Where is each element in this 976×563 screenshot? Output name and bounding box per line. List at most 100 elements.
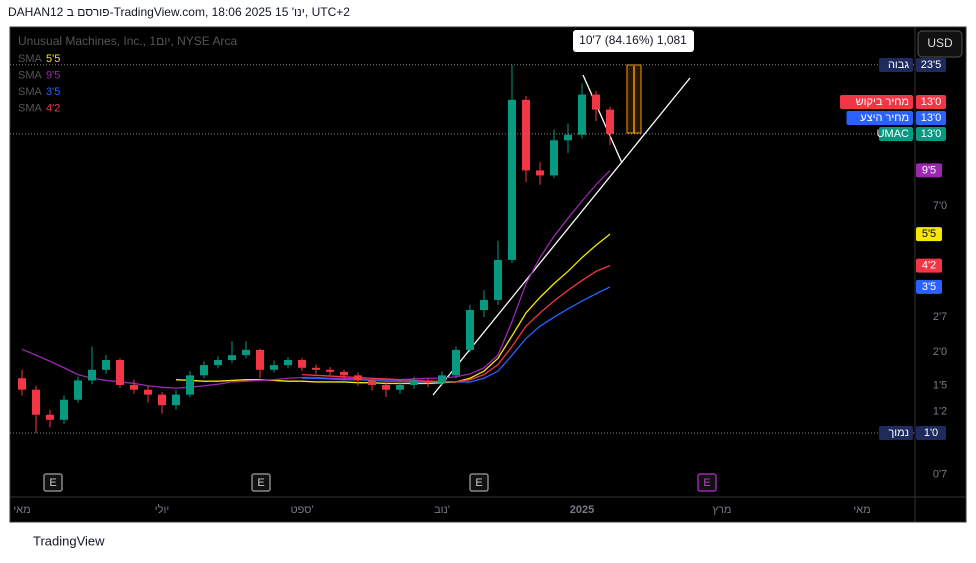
candle-body xyxy=(578,94,586,135)
candle-body xyxy=(158,394,166,406)
y-tick-label: 1'5 xyxy=(933,380,947,392)
tag-price-box xyxy=(916,426,946,440)
tag-price: 13'0 xyxy=(921,128,941,140)
candle-body xyxy=(312,367,320,370)
x-tick-label: מאי xyxy=(13,504,30,516)
event-box xyxy=(697,473,717,492)
candle-body xyxy=(102,360,110,370)
event-box xyxy=(251,473,271,492)
candle-body xyxy=(564,134,572,141)
sma-line xyxy=(301,265,611,383)
tag-label-box xyxy=(879,426,913,440)
trend-line xyxy=(432,77,691,396)
legend-title: Unusual Machines, Inc., 1יום, NYSE Arca xyxy=(18,34,237,48)
tag-label: UMAC xyxy=(877,128,909,140)
pane xyxy=(9,26,967,523)
tag-label-box xyxy=(879,127,913,141)
candle-body xyxy=(46,414,54,420)
y-tick-label: 7'0 xyxy=(933,200,947,212)
sma-tag-box xyxy=(916,258,942,273)
candle-body xyxy=(144,389,152,395)
tag-price-box xyxy=(916,111,946,125)
x-tick-label: מאי xyxy=(853,504,870,516)
x-tick-label: יולי xyxy=(155,503,169,516)
y-tick-label: 1'2 xyxy=(933,406,947,418)
event-label: E xyxy=(49,477,56,489)
candle-body xyxy=(32,389,40,415)
candle-body xyxy=(550,140,558,176)
candle-body xyxy=(480,299,488,311)
tag-label-box xyxy=(840,95,913,109)
sma-tag-box xyxy=(916,279,942,294)
legend-name: SMA xyxy=(18,53,43,65)
candle-body xyxy=(172,394,180,406)
legend-name: SMA xyxy=(18,86,43,98)
measure-label-box xyxy=(573,30,694,52)
candle-body xyxy=(494,259,502,300)
sma-tag: 3'5 xyxy=(922,281,936,293)
sma-tag: 4'2 xyxy=(922,260,936,272)
sma-tag-box xyxy=(916,163,942,178)
tag-label: מחיר היצע xyxy=(860,112,909,124)
tag-price: 1'0 xyxy=(924,427,938,439)
candle-body xyxy=(368,380,376,385)
candle-body xyxy=(536,170,544,176)
candle-body xyxy=(228,355,236,361)
candle-body xyxy=(354,375,362,381)
currency-button[interactable] xyxy=(917,30,963,58)
legend-name: SMA xyxy=(18,102,43,114)
candle-body xyxy=(466,310,474,350)
currency-label[interactable]: USD xyxy=(927,36,953,50)
candle-body xyxy=(270,365,278,370)
candle-body xyxy=(18,378,26,390)
y-tick-label: 2'7 xyxy=(933,311,947,323)
y-tick-label: 2'0 xyxy=(933,346,947,358)
header: DAHAN12 פורסם ב-TradingView.com, 18:06 2… xyxy=(8,5,350,19)
candle-body xyxy=(256,349,264,370)
candle-body xyxy=(60,399,68,420)
candle-body xyxy=(242,349,250,356)
candle-body xyxy=(592,94,600,110)
legend-value: 3'5 xyxy=(46,86,60,98)
candle-body xyxy=(522,99,530,171)
sma-tag: 5'5 xyxy=(922,228,936,240)
candle-body xyxy=(606,109,614,134)
candle-body xyxy=(298,360,306,368)
event-label: E xyxy=(475,477,482,489)
tag-label: נמוך xyxy=(888,427,909,439)
trend-line xyxy=(582,74,623,164)
legend-name: SMA xyxy=(18,69,43,81)
candle-body xyxy=(438,375,446,383)
candle-body xyxy=(186,375,194,395)
candle-body xyxy=(88,369,96,381)
tag-price-box xyxy=(916,95,946,109)
tag-label-box xyxy=(879,58,913,72)
candle-body xyxy=(508,99,516,260)
candle-body xyxy=(396,384,404,390)
candle-body xyxy=(382,384,390,390)
x-tick-label: נוב' xyxy=(434,504,450,516)
candle-body xyxy=(410,380,418,385)
event-box xyxy=(43,473,63,492)
tag-price: 13'0 xyxy=(921,112,941,124)
candle-body xyxy=(284,360,292,366)
legend-value: 5'5 xyxy=(46,53,60,65)
measure-label: 10'7 (84.16%) 1,081 xyxy=(579,33,687,47)
candle-body xyxy=(74,380,82,400)
x-tick-label: 2025 xyxy=(570,504,594,516)
event-label: E xyxy=(703,477,710,489)
sma-tag-box xyxy=(916,227,942,242)
candle-body xyxy=(200,365,208,376)
event-label: E xyxy=(257,477,264,489)
tag-price-box xyxy=(916,127,946,141)
candle-body xyxy=(340,371,348,376)
x-tick-label: מרץ xyxy=(713,504,732,516)
candle-body xyxy=(452,349,460,376)
legend-value: 4'2 xyxy=(46,102,60,114)
tag-price-box xyxy=(916,58,946,72)
tag-label-box xyxy=(846,111,913,125)
footer: TradingView xyxy=(33,533,105,548)
legend-value: 9'5 xyxy=(46,69,60,81)
